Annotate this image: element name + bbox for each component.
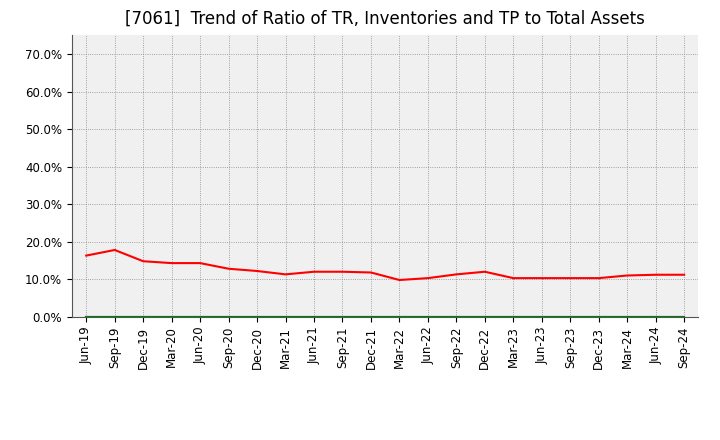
Trade Receivables [225,266,233,271]
Trade Receivables [509,275,518,281]
Trade Payables [82,314,91,319]
Trade Payables [225,314,233,319]
Trade Payables [110,314,119,319]
Trade Payables [196,314,204,319]
Trade Receivables [423,275,432,281]
Trade Payables [423,314,432,319]
Inventories [537,314,546,319]
Inventories [480,314,489,319]
Inventories [338,314,347,319]
Trade Payables [652,314,660,319]
Inventories [566,314,575,319]
Inventories [452,314,461,319]
Trade Payables [509,314,518,319]
Inventories [423,314,432,319]
Trade Payables [253,314,261,319]
Trade Receivables [110,247,119,253]
Trade Receivables [652,272,660,277]
Trade Payables [595,314,603,319]
Trade Payables [537,314,546,319]
Trade Receivables [310,269,318,275]
Inventories [509,314,518,319]
Inventories [395,314,404,319]
Trade Payables [139,314,148,319]
Inventories [110,314,119,319]
Inventories [82,314,91,319]
Trade Receivables [139,259,148,264]
Trade Payables [480,314,489,319]
Inventories [167,314,176,319]
Trade Payables [395,314,404,319]
Line: Trade Receivables: Trade Receivables [86,250,684,280]
Inventories [225,314,233,319]
Trade Receivables [452,272,461,277]
Inventories [253,314,261,319]
Trade Receivables [623,273,631,278]
Inventories [196,314,204,319]
Inventories [652,314,660,319]
Trade Receivables [680,272,688,277]
Trade Payables [167,314,176,319]
Trade Receivables [82,253,91,258]
Trade Payables [452,314,461,319]
Trade Payables [338,314,347,319]
Trade Receivables [338,269,347,275]
Trade Receivables [253,268,261,274]
Trade Receivables [566,275,575,281]
Inventories [310,314,318,319]
Trade Receivables [167,260,176,266]
Trade Receivables [366,270,375,275]
Inventories [139,314,148,319]
Inventories [366,314,375,319]
Trade Payables [310,314,318,319]
Trade Payables [566,314,575,319]
Trade Receivables [282,272,290,277]
Trade Receivables [480,269,489,275]
Trade Receivables [595,275,603,281]
Inventories [282,314,290,319]
Trade Receivables [537,275,546,281]
Trade Receivables [196,260,204,266]
Title: [7061]  Trend of Ratio of TR, Inventories and TP to Total Assets: [7061] Trend of Ratio of TR, Inventories… [125,10,645,28]
Inventories [623,314,631,319]
Trade Payables [680,314,688,319]
Trade Receivables [395,277,404,282]
Trade Payables [282,314,290,319]
Inventories [595,314,603,319]
Trade Payables [366,314,375,319]
Trade Payables [623,314,631,319]
Inventories [680,314,688,319]
